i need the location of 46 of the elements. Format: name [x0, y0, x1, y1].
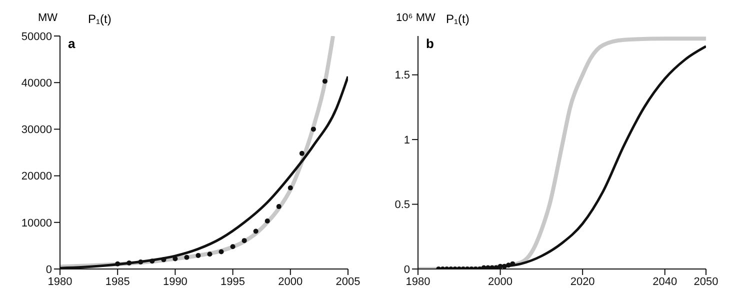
x-tick-label: 2050	[694, 276, 718, 288]
x-tick-label: 1980	[406, 276, 430, 288]
x-tick-label: 2040	[652, 276, 678, 288]
point	[218, 249, 224, 254]
point	[150, 258, 155, 264]
x-tick-label: 2000	[278, 276, 303, 288]
x-tick-label: 2000	[488, 276, 513, 288]
point	[172, 256, 178, 262]
point	[115, 261, 120, 266]
point	[310, 126, 316, 132]
y-tick-label: 0	[46, 264, 52, 276]
chart-title: P₁(t)	[88, 12, 112, 26]
point	[288, 185, 293, 190]
x-tick-label: 2005	[336, 276, 360, 288]
point	[138, 260, 144, 265]
point	[299, 150, 304, 156]
point	[242, 238, 247, 244]
point	[207, 252, 212, 257]
point	[230, 244, 236, 250]
y-tick-label: 40000	[21, 78, 52, 90]
y-tick-label: 20000	[21, 170, 52, 183]
y-tick-label: 30000	[21, 124, 52, 136]
y-axis-title: MW	[38, 12, 58, 24]
point	[264, 218, 270, 224]
chart-title: P₁(t)	[446, 12, 470, 26]
point	[322, 78, 328, 84]
y-tick-label: 1.5	[394, 70, 410, 82]
y-tick-label: 1	[404, 134, 410, 146]
point	[253, 228, 258, 234]
x-tick-label: 1985	[105, 276, 130, 288]
point	[196, 252, 201, 258]
x-tick-label: 1990	[162, 276, 188, 288]
x-tick-label: 1980	[48, 276, 72, 288]
x-tick-label: 2020	[570, 276, 595, 288]
y-axis-title: 10⁶ MW	[396, 12, 436, 24]
y-tick-label: 0	[404, 264, 410, 276]
point	[276, 204, 282, 210]
y-tick-label: 0.5	[394, 199, 410, 212]
y-tick-label: 10000	[21, 217, 52, 230]
point	[161, 257, 166, 262]
annotation: a	[68, 36, 76, 51]
x-tick-label: 1995	[220, 276, 246, 288]
y-tick-label: 50000	[21, 30, 52, 43]
point	[184, 254, 190, 260]
point	[126, 260, 132, 266]
annotation: b	[426, 36, 434, 51]
